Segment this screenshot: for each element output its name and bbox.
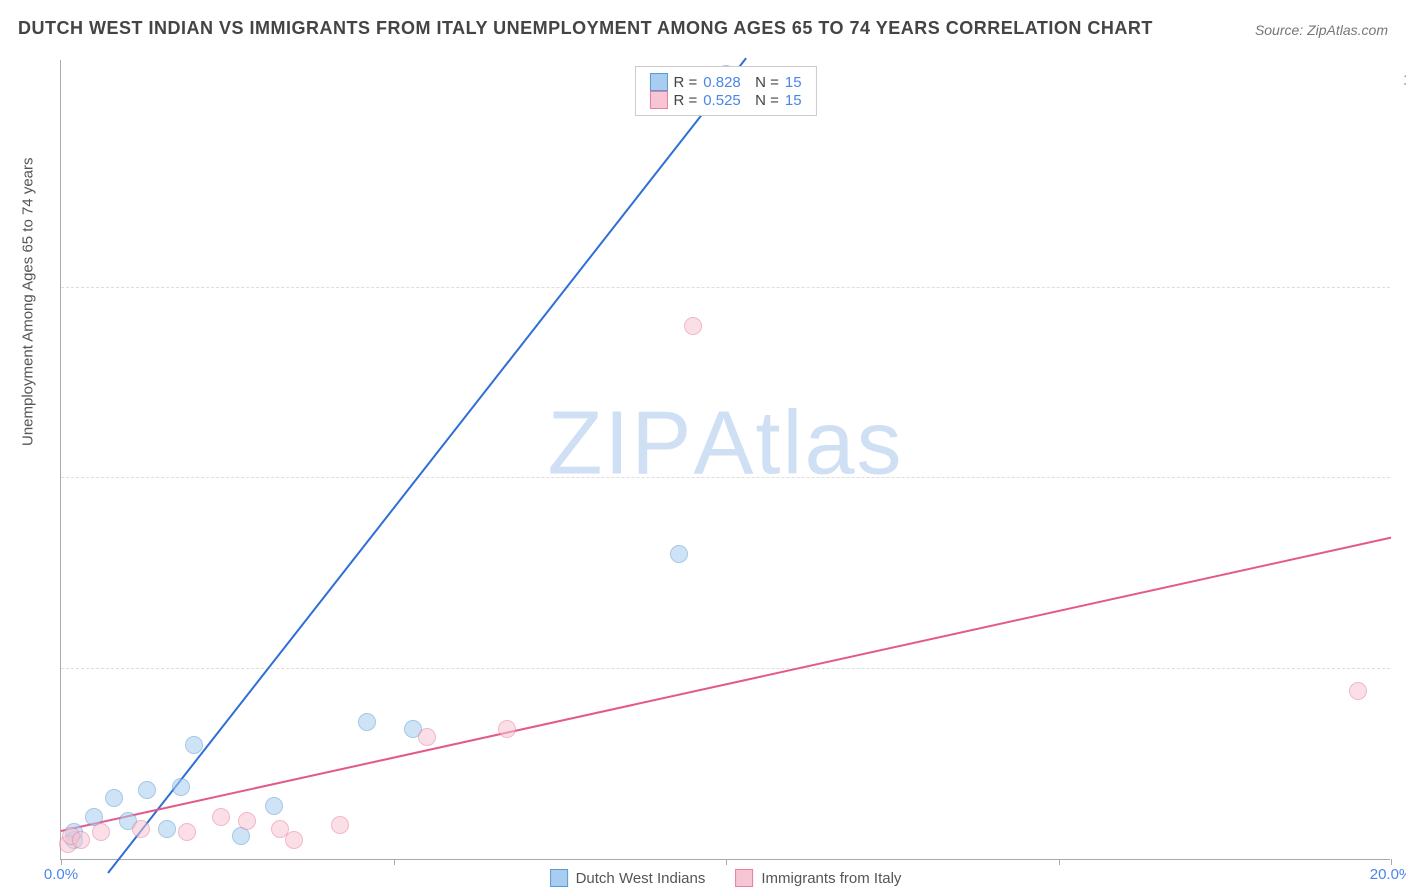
data-point [498, 720, 516, 738]
legend-n-label: N = [747, 74, 779, 91]
series-legend: Dutch West Indians Immigrants from Italy [550, 869, 902, 887]
legend-r-value: 0.525 [703, 92, 741, 109]
legend-item: Immigrants from Italy [735, 869, 901, 887]
data-point [358, 713, 376, 731]
x-tick-mark [61, 859, 62, 865]
gridline [61, 287, 1390, 288]
legend-n-value: 15 [785, 92, 802, 109]
legend-n-value: 15 [785, 74, 802, 91]
legend-series-name: Dutch West Indians [576, 870, 706, 887]
correlation-legend: R = 0.828 N = 15R = 0.525 N = 15 [634, 66, 816, 116]
y-axis-label: Unemployment Among Ages 65 to 74 years [20, 157, 37, 446]
x-tick-mark [726, 859, 727, 865]
legend-swatch [735, 869, 753, 887]
x-tick-mark [1391, 859, 1392, 865]
data-point [158, 820, 176, 838]
trend-line [107, 57, 747, 873]
plot-area: ZIPAtlas 25.0%50.0%75.0%100.0%0.0%20.0%R… [60, 60, 1390, 860]
data-point [105, 789, 123, 807]
data-point [132, 820, 150, 838]
data-point [670, 545, 688, 563]
legend-n-label: N = [747, 92, 779, 109]
trend-line [61, 537, 1391, 832]
data-point [212, 808, 230, 826]
x-tick-mark [1059, 859, 1060, 865]
legend-swatch [550, 869, 568, 887]
gridline [61, 668, 1390, 669]
source-attribution: Source: ZipAtlas.com [1255, 22, 1388, 38]
data-point [238, 812, 256, 830]
data-point [265, 797, 283, 815]
data-point [684, 317, 702, 335]
data-point [1349, 682, 1367, 700]
legend-swatch [649, 91, 667, 109]
legend-r-label: R = [673, 74, 697, 91]
data-point [285, 831, 303, 849]
x-tick-label: 20.0% [1370, 866, 1406, 883]
data-point [72, 831, 90, 849]
gridline [61, 477, 1390, 478]
legend-r-value: 0.828 [703, 74, 741, 91]
data-point [418, 728, 436, 746]
chart-title: DUTCH WEST INDIAN VS IMMIGRANTS FROM ITA… [18, 18, 1153, 39]
legend-item: Dutch West Indians [550, 869, 706, 887]
data-point [138, 781, 156, 799]
data-point [331, 816, 349, 834]
x-tick-mark [394, 859, 395, 865]
legend-row: R = 0.828 N = 15 [649, 73, 801, 91]
legend-row: R = 0.525 N = 15 [649, 91, 801, 109]
legend-series-name: Immigrants from Italy [761, 870, 901, 887]
legend-r-label: R = [673, 92, 697, 109]
data-point [92, 823, 110, 841]
data-point [172, 778, 190, 796]
x-tick-label: 0.0% [44, 866, 78, 883]
data-point [185, 736, 203, 754]
data-point [178, 823, 196, 841]
legend-swatch [649, 73, 667, 91]
watermark: ZIPAtlas [547, 392, 903, 495]
